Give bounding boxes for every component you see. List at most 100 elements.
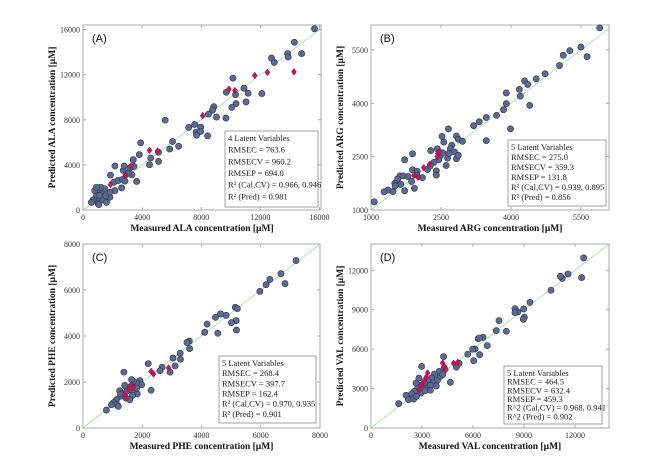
calibration-point (228, 319, 235, 327)
plot-frame (370, 24, 610, 211)
x-tick-label: 9000 (516, 431, 532, 440)
y-tick-label: 4000 (64, 332, 80, 341)
calibration-point (166, 145, 174, 153)
x-tick-label: 4000 (503, 213, 519, 222)
calibration-point (432, 171, 440, 179)
calibration-point (564, 270, 572, 278)
legend-line: 4 Latent Variables (228, 133, 290, 143)
legend-box (503, 365, 603, 425)
calibration-point (454, 151, 462, 159)
calibration-point (370, 198, 378, 206)
x-tick-label: 8000 (193, 213, 209, 222)
prediction-point (291, 68, 297, 76)
y-tick-label: 8000 (64, 116, 80, 125)
calibration-point (445, 125, 452, 133)
calibration-point (482, 137, 490, 145)
calibration-point (290, 38, 298, 46)
legend-line: R² (Pred) = 0.856 (511, 192, 571, 202)
calibration-point (566, 47, 574, 55)
legend-line: RMSECV = 632.4 (507, 385, 571, 395)
calibration-point (222, 114, 230, 122)
legend-line: RMSEP = 459.3 (507, 394, 563, 404)
calibration-point (397, 180, 405, 188)
calibration-point (228, 103, 236, 111)
calibration-point (459, 137, 466, 145)
calibration-point (380, 188, 388, 196)
calibration-point (137, 139, 145, 147)
y-tick-label: 0 (364, 424, 368, 433)
legend-line: RMSEC = 763.6 (228, 145, 285, 155)
x-tick-label: 4000 (194, 431, 210, 440)
calibration-point (532, 75, 540, 83)
y-tick-label: 2000 (64, 378, 80, 387)
calibration-point (541, 70, 549, 78)
legend-line: R² (Cal,CV) = 0.939, 0.895 (511, 182, 604, 192)
calibration-point (556, 62, 563, 69)
calibration-point (578, 274, 586, 282)
calibration-point (395, 400, 403, 408)
prediction-point (123, 171, 129, 180)
calibration-point (464, 350, 472, 358)
prediction-point (454, 358, 461, 367)
calibration-point (205, 110, 212, 118)
legend-line: 5 Latent Variables (511, 142, 573, 152)
calibration-point (213, 113, 220, 121)
legend-line: 5 Latent Variables (222, 358, 284, 368)
calibration-point (427, 147, 435, 154)
prediction-point (165, 364, 172, 372)
calibration-point (169, 354, 177, 362)
x-tick-label: 5500 (573, 213, 589, 222)
legend-box (224, 130, 319, 208)
calibration-point (121, 177, 129, 185)
calibration-point (492, 327, 500, 335)
prediction-point (130, 383, 137, 392)
y-tick-label: 1000 (352, 206, 368, 215)
calibration-point (186, 345, 194, 353)
calibration-point (502, 100, 510, 108)
prediction-point (232, 86, 238, 95)
calibration-point (412, 379, 420, 387)
calibration-point (284, 53, 292, 61)
calibration-point (524, 81, 532, 88)
legend-line: R^2 (Cal,CV) = 0.968, 0.941 (507, 403, 606, 413)
y-tick-label: 5500 (352, 46, 368, 55)
calibration-point (177, 355, 184, 363)
prediction-point (128, 162, 134, 170)
calibration-point (412, 392, 420, 400)
x-tick-label: 12000 (565, 431, 585, 440)
calibration-point (120, 368, 128, 376)
calibration-point (135, 151, 143, 159)
calibration-point (391, 182, 399, 190)
y-tick-label: 16000 (60, 26, 80, 35)
calibration-point (88, 198, 95, 206)
legend-line: RMSEP = 162.4 (222, 389, 278, 399)
calibration-point (507, 125, 514, 133)
calibration-point (446, 378, 454, 386)
y-tick-label: 9000 (352, 306, 368, 315)
calibration-point (212, 313, 219, 321)
calibration-point (229, 74, 237, 82)
calibration-point (516, 92, 524, 100)
calibration-point (401, 156, 408, 164)
calibration-point (475, 118, 483, 126)
prediction-series (411, 147, 443, 181)
x-tick-label: 1000 (363, 213, 379, 222)
calibration-series (88, 25, 318, 208)
prediction-point (146, 146, 153, 155)
calibration-point (469, 345, 477, 353)
calibration-point (475, 334, 483, 342)
calibration-point (470, 357, 478, 365)
calibration-point (95, 201, 103, 208)
legend-line: RMSECV = 960.2 (228, 156, 291, 166)
calibration-point (121, 382, 129, 389)
panel-label: (D) (380, 252, 395, 264)
prediction-point (411, 171, 417, 180)
calibration-point (146, 161, 153, 169)
calibration-point (111, 162, 119, 170)
prediction-point (420, 377, 427, 386)
calibration-point (511, 309, 519, 317)
calibration-point (298, 50, 306, 58)
